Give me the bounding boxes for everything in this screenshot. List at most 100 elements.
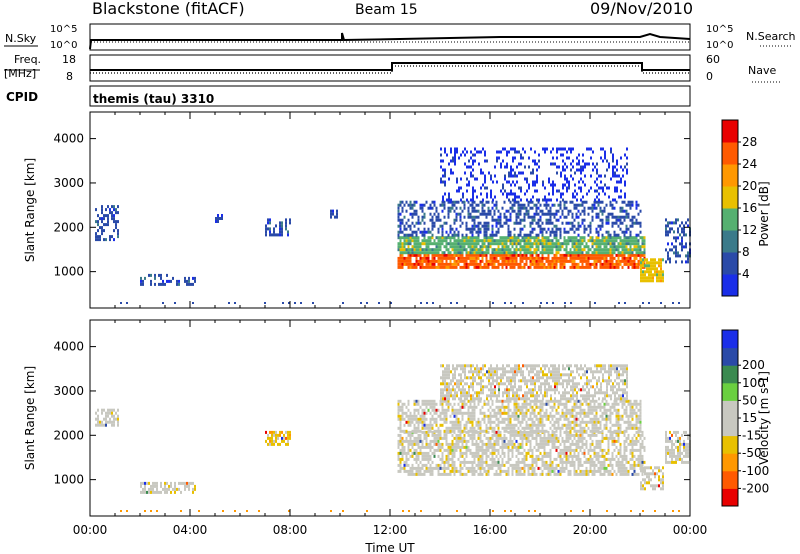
velocity-cell <box>465 426 468 430</box>
velocity-cell <box>491 463 494 467</box>
velocity-cell <box>577 466 580 470</box>
velocity-cell <box>101 420 103 424</box>
velocity-cell <box>427 451 430 455</box>
power-cell <box>535 251 538 255</box>
velocity-cell <box>415 402 418 406</box>
velocity-cell <box>561 466 564 470</box>
velocity-cell <box>583 399 586 403</box>
power-cell <box>595 230 598 234</box>
velocity-cell <box>571 442 574 446</box>
power-cell <box>612 156 614 160</box>
power-cell <box>568 186 570 190</box>
velocity-cell <box>473 399 476 403</box>
power-cell <box>496 180 498 184</box>
velocity-cell <box>483 448 486 452</box>
velocity-cell <box>427 402 430 406</box>
power-cell <box>417 251 420 255</box>
velocity-cell <box>461 402 464 406</box>
power-cell <box>217 220 219 223</box>
velocity-cell <box>287 442 289 446</box>
velocity-cell <box>597 402 600 406</box>
velocity-cell <box>525 414 528 418</box>
velocity-cell <box>451 429 454 433</box>
power-cell <box>473 253 476 257</box>
power-cell <box>407 224 410 228</box>
power-cell <box>487 236 490 240</box>
velocity-cell <box>551 460 554 464</box>
velocity-cell <box>535 405 538 409</box>
power-cell <box>487 265 490 269</box>
power-cell <box>111 214 113 218</box>
velocity-cell <box>595 445 598 449</box>
velocity-cell <box>443 460 446 464</box>
velocity-cell <box>521 445 524 449</box>
power-cell <box>542 183 544 187</box>
velocity-cell <box>547 436 550 440</box>
power-cell <box>437 259 440 263</box>
velocity-cell <box>567 408 570 412</box>
power-cell <box>601 212 604 216</box>
power-cell <box>545 242 548 246</box>
power-cell <box>431 236 434 240</box>
velocity-cell <box>491 414 494 418</box>
power-cell <box>484 159 486 163</box>
power-cell <box>427 265 430 269</box>
power-cell <box>423 259 426 263</box>
velocity-cell <box>439 472 442 476</box>
power-cell <box>569 227 572 231</box>
power-cell <box>562 168 564 172</box>
power-cell <box>473 239 476 243</box>
power-cell <box>409 233 412 237</box>
power-cell <box>650 264 652 268</box>
velocity-cell <box>517 405 520 409</box>
velocity-cell <box>463 433 466 437</box>
velocity-cell <box>445 436 448 440</box>
power-cell <box>503 212 506 216</box>
power-cell <box>403 227 406 231</box>
power-cell <box>557 227 560 231</box>
velocity-cell <box>162 487 164 491</box>
velocity-cell <box>607 469 610 473</box>
velocity-cell <box>529 439 532 443</box>
velocity-cell <box>517 457 520 461</box>
power-cell <box>580 168 582 172</box>
power-cell <box>579 242 582 246</box>
power-cell <box>581 248 584 252</box>
power-cell <box>553 265 556 269</box>
velocity-cell <box>465 420 468 424</box>
power-cell <box>105 208 107 212</box>
power-cell <box>471 256 474 260</box>
power-cell <box>541 248 544 252</box>
velocity-cell <box>607 439 610 443</box>
velocity-cell <box>479 426 482 430</box>
nsearch-tick-low: 10^0 <box>706 40 733 51</box>
power-cell <box>509 242 512 246</box>
power-cell <box>491 248 494 252</box>
velocity-cell <box>579 405 582 409</box>
power-cell <box>625 203 628 207</box>
velocity-cell <box>609 426 612 430</box>
power-cell <box>431 206 434 210</box>
power-cell <box>562 198 564 202</box>
power-cell <box>572 177 574 181</box>
power-cell <box>469 236 472 240</box>
velocity-cell <box>493 448 496 452</box>
velocity-cell <box>399 426 402 430</box>
velocity-cell <box>611 457 614 461</box>
velocity-cell <box>555 399 558 403</box>
power-cell <box>677 218 679 222</box>
power-cell <box>473 200 476 204</box>
velocity-cell <box>573 472 576 476</box>
power-cell <box>539 256 542 260</box>
velocity-cell <box>641 454 644 458</box>
power-cell <box>646 258 648 262</box>
power-cell <box>536 189 538 193</box>
power-cell <box>671 221 673 225</box>
power-cell <box>443 236 446 240</box>
power-cell <box>475 256 478 260</box>
power-cell <box>609 248 612 252</box>
power-cell <box>507 251 510 255</box>
power-cell <box>565 253 568 257</box>
velocity-cell <box>609 429 612 433</box>
velocity-cell <box>433 417 436 421</box>
